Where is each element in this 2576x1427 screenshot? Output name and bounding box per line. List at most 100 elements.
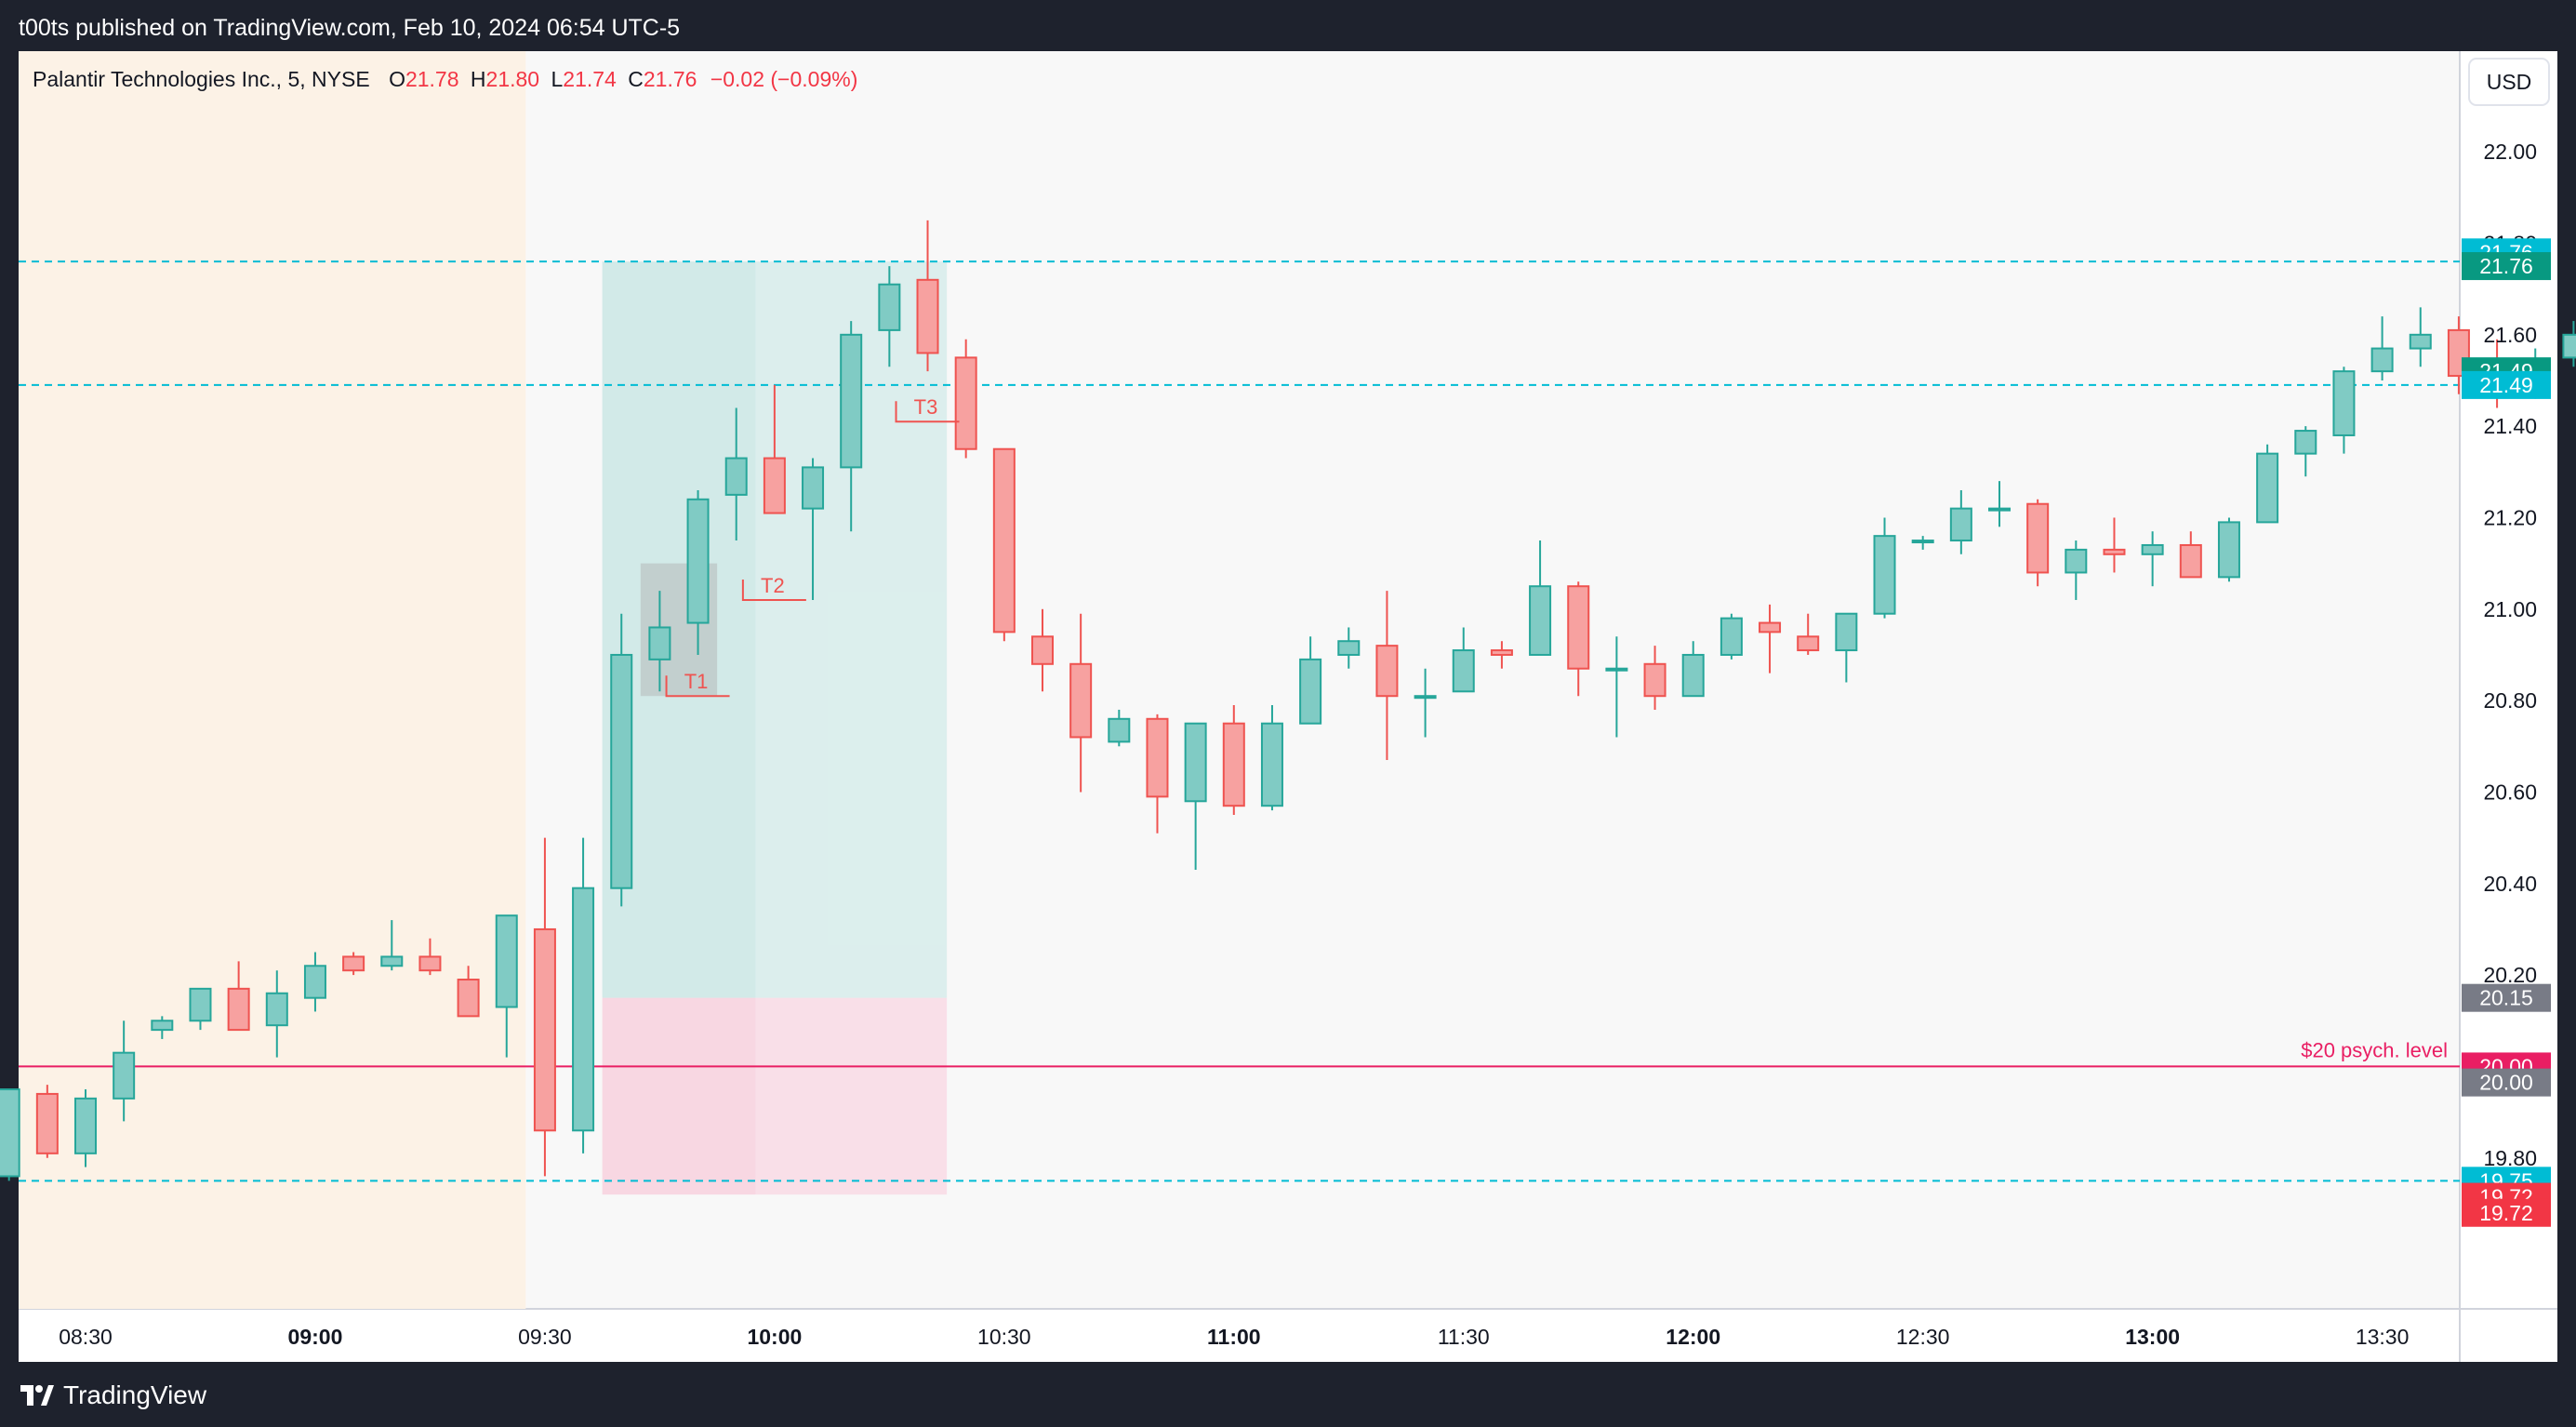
target-bracket: [741, 579, 806, 601]
candle-body: [113, 1051, 136, 1100]
candle: [1069, 613, 1093, 793]
candle-body: [1069, 662, 1093, 739]
candle: [418, 938, 442, 976]
candle-body: [2294, 430, 2317, 455]
candle: [1299, 636, 1322, 725]
candle-body: [1414, 695, 1437, 700]
x-tick-label: 12:30: [1896, 1325, 1950, 1349]
tradingview-logo-icon: [20, 1385, 54, 1406]
candle: [1529, 540, 1552, 656]
candle-body: [992, 447, 1016, 633]
candle-body: [1720, 617, 1743, 656]
candle-body: [495, 914, 518, 1008]
publish-bar: t00ts published on TradingView.com, Feb …: [0, 0, 2576, 51]
candle-body: [189, 987, 212, 1022]
candle-body: [1567, 585, 1590, 670]
candle: [2179, 531, 2202, 579]
price-label-text: 21.49: [2479, 373, 2533, 397]
candle: [2141, 531, 2164, 587]
target-label: T1: [684, 670, 709, 693]
candle: [227, 961, 250, 1032]
legend-open-value: 21.78: [405, 67, 459, 91]
candle: [1260, 705, 1283, 811]
candle: [992, 447, 1016, 642]
x-axis-ticks: 08:30 09:00 09:30 10:00 10:30 11:00 11:30 12:00…: [59, 1325, 2410, 1349]
candle: [380, 920, 404, 971]
price-label-box: [2462, 1068, 2551, 1097]
candle: [878, 266, 901, 367]
currency-button[interactable]: USD: [2468, 58, 2550, 106]
currency-button-frame: [2468, 58, 2550, 106]
candle: [303, 952, 326, 1012]
legend-low-label: L: [551, 67, 563, 91]
candle-body: [1759, 621, 1782, 633]
y-tick-label: 19.80: [2483, 1146, 2537, 1170]
candle-body: [303, 965, 326, 999]
currency-label: USD: [2487, 70, 2532, 94]
x-tick-label: 09:30: [518, 1325, 572, 1349]
time-axis-area[interactable]: [19, 1309, 2460, 1362]
candle-body: [572, 887, 595, 1132]
candle-body: [74, 1097, 97, 1154]
candle-body: [151, 1020, 174, 1032]
price-label-box: [2462, 252, 2551, 281]
tradingview-logo[interactable]: TradingView: [20, 1380, 206, 1410]
candle: [457, 966, 480, 1018]
price-label-text: 20.00: [2479, 1071, 2533, 1095]
candle: [1222, 705, 1245, 816]
candle-body: [1911, 540, 1934, 544]
candle: [2332, 367, 2356, 454]
candle-body: [1031, 635, 1054, 665]
y-tick-label: 21.60: [2483, 323, 2537, 347]
psych-level-label: $20 psych. level: [2301, 1038, 2448, 1061]
target-bracket: [665, 675, 730, 698]
x-tick-label: 09:00: [288, 1325, 343, 1349]
candle-body: [1299, 658, 1322, 725]
candle-body: [227, 987, 250, 1032]
candle: [724, 407, 748, 541]
y-tick-label: 22.00: [2483, 140, 2537, 164]
candle: [1375, 591, 1399, 761]
candle-body: [1108, 717, 1131, 743]
candle: [1949, 489, 1972, 554]
candle-body: [916, 278, 939, 354]
x-tick-label: 11:00: [1207, 1325, 1261, 1349]
candle: [648, 591, 671, 692]
candle-body: [2141, 543, 2164, 555]
candle: [1797, 613, 1820, 655]
x-tick-label: 13:30: [2356, 1325, 2410, 1349]
price-label-box: [2462, 370, 2551, 399]
candle-body: [1337, 640, 1361, 656]
published-info: t00ts published on TradingView.com, Feb …: [19, 15, 681, 41]
candle: [1605, 636, 1628, 738]
candle-body: [1529, 585, 1552, 656]
candle: [533, 837, 556, 1177]
target-bracket: [895, 401, 960, 423]
candle: [1681, 641, 1705, 698]
candle: [802, 458, 825, 600]
candle-body: [342, 955, 365, 972]
candle: [1567, 581, 1590, 697]
candle: [1031, 608, 1054, 692]
candle: [342, 952, 365, 976]
candle-body: [840, 333, 863, 469]
candle: [2065, 540, 2088, 600]
y-tick-label: 20.60: [2483, 780, 2537, 804]
candle-body: [1681, 653, 1705, 698]
target-markers: T1 T2 T3: [665, 395, 960, 698]
candle: [1146, 714, 1169, 834]
y-tick-label: 21.00: [2483, 597, 2537, 621]
legend-change: −0.02 (−0.09%): [710, 67, 858, 91]
candle-body: [2370, 347, 2394, 373]
price-labels: 21.7621.7621.4921.4920.1520.0020.0019.75…: [2462, 238, 2551, 1227]
x-tick-label: 11:30: [1438, 1325, 1490, 1349]
candle-body: [1835, 612, 1858, 652]
candle-body: [457, 979, 480, 1018]
candle-body: [1375, 645, 1399, 698]
candle: [1911, 536, 1934, 550]
candle-body: [0, 1088, 20, 1178]
x-tick-label: 10:00: [747, 1325, 802, 1349]
candle-body: [1490, 649, 1513, 656]
horizontal-lines: [19, 260, 2460, 1182]
